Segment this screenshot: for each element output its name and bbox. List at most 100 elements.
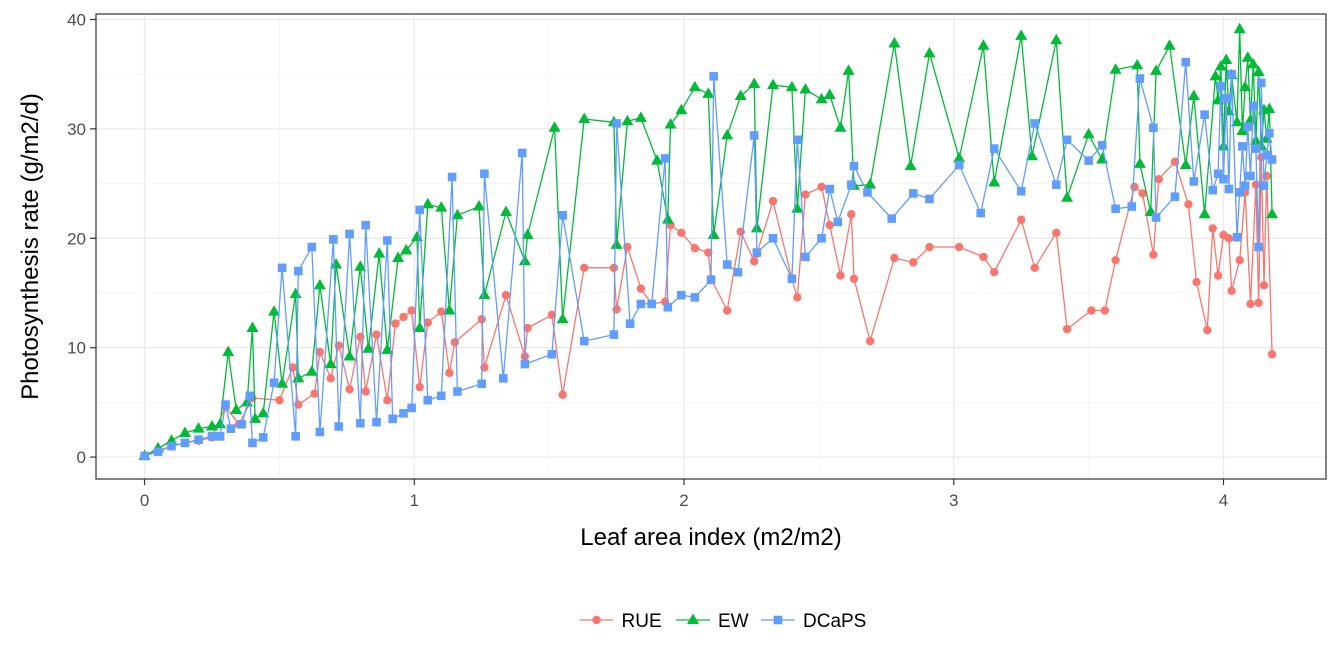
data-point-rue	[558, 390, 567, 399]
data-point-rue	[423, 318, 432, 327]
data-point-ew	[842, 64, 855, 75]
data-point-rue	[979, 252, 988, 262]
data-point-ew	[421, 197, 434, 209]
data-point-ew	[988, 175, 1001, 187]
data-point-rue	[636, 284, 646, 293]
data-point-dcaps	[817, 233, 826, 243]
data-point-dcaps	[833, 217, 843, 227]
data-point-dcaps	[180, 438, 190, 448]
data-point-dcaps	[388, 414, 398, 424]
data-point-dcaps	[499, 374, 508, 383]
series-rue	[140, 153, 1277, 461]
data-point-ew	[1133, 157, 1146, 168]
data-point-dcaps	[1062, 135, 1072, 145]
data-point-ew	[864, 178, 877, 189]
data-point-ew	[268, 305, 281, 316]
data-point-rue	[836, 271, 845, 280]
data-point-rue	[437, 307, 446, 316]
data-point-dcaps	[215, 432, 225, 441]
data-point-dcaps	[1127, 202, 1137, 211]
y-tick-label: 30	[67, 120, 86, 139]
data-point-dcaps	[846, 180, 856, 189]
data-point-dcaps	[245, 391, 255, 401]
data-point-dcaps	[1240, 181, 1250, 191]
data-point-dcaps	[849, 161, 859, 171]
x-axis-title: Leaf area index (m2/m2)	[580, 524, 841, 551]
data-point-rue	[361, 387, 370, 396]
data-point-dcaps	[345, 229, 354, 239]
data-point-rue	[1235, 255, 1244, 265]
data-point-dcaps	[1248, 101, 1258, 111]
plot-border	[95, 13, 1327, 480]
data-point-ew	[1131, 58, 1144, 70]
data-point-rue	[890, 253, 899, 263]
data-point-rue	[1111, 255, 1120, 265]
data-point-ew	[1220, 53, 1233, 64]
data-point-ew	[354, 260, 367, 271]
data-point-dcaps	[329, 235, 338, 244]
data-point-rue	[925, 242, 934, 252]
data-point-ew	[451, 208, 464, 220]
data-point-rue	[1138, 189, 1147, 198]
data-point-rue	[1213, 271, 1223, 280]
data-point-dcaps	[925, 194, 934, 204]
data-point-ew	[518, 254, 531, 266]
data-point-ew	[1082, 127, 1095, 139]
data-point-dcaps	[1030, 119, 1039, 128]
data-point-ew	[953, 151, 966, 163]
legend-marker-rue	[592, 615, 601, 625]
data-point-dcaps	[423, 395, 433, 405]
data-point-dcaps	[1135, 74, 1145, 83]
data-point-rue	[609, 263, 619, 273]
y-tick-label: 10	[67, 339, 86, 358]
data-point-dcaps	[1208, 185, 1218, 195]
data-point-rue	[817, 182, 826, 192]
data-point-ew	[246, 321, 259, 333]
data-point-dcaps	[294, 266, 303, 276]
data-point-dcaps	[517, 148, 527, 158]
data-point-dcaps	[1246, 171, 1255, 181]
data-point-ew	[767, 78, 780, 90]
data-point-dcaps	[1016, 186, 1026, 196]
data-point-ew	[1061, 191, 1074, 202]
data-point-dcaps	[415, 205, 424, 215]
data-point-dcaps	[547, 349, 557, 359]
legend-marker-ew	[687, 613, 699, 624]
data-point-dcaps	[625, 319, 635, 328]
x-tick-label: 2	[679, 491, 688, 510]
y-tick-label: 20	[67, 229, 86, 248]
data-point-ew	[1236, 124, 1249, 136]
data-point-ew	[888, 37, 901, 48]
data-point-rue	[990, 268, 999, 277]
data-point-rue	[1246, 299, 1255, 309]
data-point-rue	[704, 248, 713, 257]
data-point-dcaps	[453, 387, 462, 396]
data-point-rue	[310, 389, 319, 398]
y-tick-label: 40	[67, 10, 86, 29]
data-point-ew	[443, 303, 456, 315]
data-point-ew	[1050, 33, 1063, 45]
data-point-dcaps	[1213, 169, 1223, 179]
data-point-dcaps	[258, 433, 268, 442]
data-point-dcaps	[1243, 122, 1253, 131]
data-point-ew	[521, 228, 534, 240]
data-point-ew	[1198, 207, 1211, 219]
data-point-rue	[1192, 277, 1201, 287]
data-point-dcaps	[749, 131, 759, 140]
x-tick-label: 0	[140, 491, 149, 510]
data-point-ew	[362, 342, 375, 353]
data-point-rue	[865, 336, 875, 346]
data-point-rue	[1062, 324, 1072, 334]
data-point-ew	[1109, 63, 1122, 74]
data-point-dcaps	[1256, 78, 1266, 88]
data-point-rue	[1016, 215, 1026, 224]
data-point-dcaps	[1262, 150, 1271, 160]
data-point-ew	[702, 87, 715, 98]
y-axis-title: Photosynthesis rate (g/m2/d)	[17, 93, 44, 400]
data-point-dcaps	[291, 432, 300, 441]
data-point-ew	[799, 82, 812, 94]
legend-item-rue: RUE	[579, 611, 662, 632]
data-point-ew	[313, 278, 326, 290]
data-point-dcaps	[1051, 180, 1061, 189]
